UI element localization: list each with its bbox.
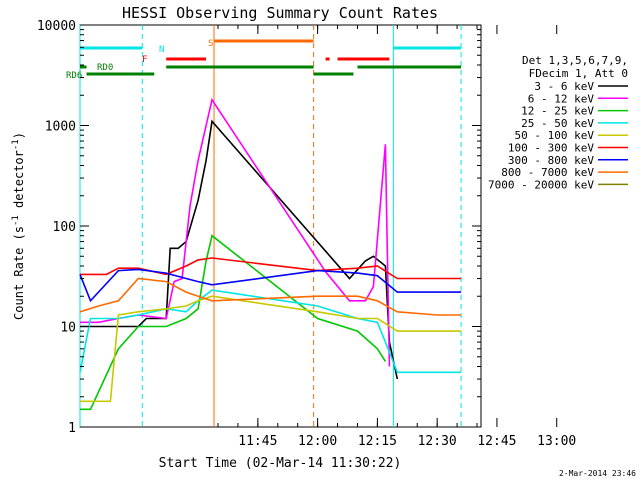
y-tick-label: 1 — [68, 421, 76, 436]
x-tick-label: 12:00 — [298, 434, 337, 449]
footer-date: 2-Mar-2014 23:46 — [559, 469, 636, 478]
legend-label-3: 25 - 50 keV — [521, 117, 594, 130]
legend-label-5: 100 - 300 keV — [508, 142, 594, 155]
flag-label-3: RD0 — [97, 63, 113, 73]
legend-header-line-2: FDecim 1, Att 0 — [529, 67, 628, 80]
y-axis-label-end: ) — [12, 132, 26, 139]
series-line-6 — [79, 268, 462, 303]
x-tick-label: 11:45 — [238, 434, 277, 449]
x-tick-label: 12:30 — [418, 434, 457, 449]
y-tick-label: 100 — [53, 220, 76, 235]
y-axis: 1 10 100 1000 10000 — [37, 19, 481, 436]
series-line-0 — [80, 119, 399, 380]
vlines-layer — [79, 25, 462, 427]
legend-header-line-1: Det 1,3,5,6,7,9, — [522, 54, 628, 67]
x-axis: 11:45 12:00 12:15 12:30 12:45 13:00 — [217, 25, 576, 449]
series-line-5 — [80, 257, 462, 280]
series-line-3 — [79, 289, 462, 374]
plot-area: N F S RD0 RD6 — [66, 24, 482, 428]
series-line-4 — [80, 295, 462, 403]
flag-label-4: RD6 — [66, 71, 82, 81]
flag-label-2: S — [208, 39, 213, 49]
y-tick-label: 1000 — [45, 120, 76, 135]
series-line-2 — [80, 234, 387, 411]
plot-frame — [79, 24, 482, 428]
chart-title: HESSI Observing Summary Count Rates — [122, 4, 438, 22]
flag-label-1: F — [142, 55, 147, 65]
legend-label-8: 7000 - 20000 keV — [488, 178, 594, 191]
x-tick-label: 12:45 — [477, 434, 516, 449]
series-layer — [79, 97, 462, 411]
flag-label-0: N — [159, 45, 164, 55]
flags-layer: N F S RD0 RD6 — [66, 39, 462, 81]
x-axis-label: Start Time (02-Mar-14 11:30:22) — [159, 456, 402, 471]
y-axis-label-mid: detector — [12, 150, 26, 215]
y-tick-label: 10 — [60, 321, 76, 336]
y-axis-label: Count Rate (s-1 detector-1) — [11, 132, 26, 320]
y-tick-label: 10000 — [37, 19, 76, 34]
x-tick-label: 12:15 — [358, 434, 397, 449]
legend-label-0: 3 - 6 keV — [534, 80, 594, 93]
legend-label-4: 50 - 100 keV — [515, 129, 595, 142]
legend-label-7: 800 - 7000 keV — [501, 166, 594, 179]
legend: Det 1,3,5,6,7,9, FDecim 1, Att 0 3 - 6 k… — [488, 54, 628, 191]
y-axis-label-exp1: -1 — [11, 215, 21, 226]
series-line-7 — [79, 277, 462, 316]
legend-label-6: 300 - 800 keV — [508, 154, 594, 167]
x-tick-label: 13:00 — [537, 434, 576, 449]
legend-label-1: 6 - 12 keV — [528, 92, 595, 105]
y-axis-label-exp2: -1 — [11, 139, 21, 150]
y-axis-label-main: Count Rate (s — [12, 226, 26, 320]
legend-label-2: 12 - 25 keV — [521, 105, 594, 118]
